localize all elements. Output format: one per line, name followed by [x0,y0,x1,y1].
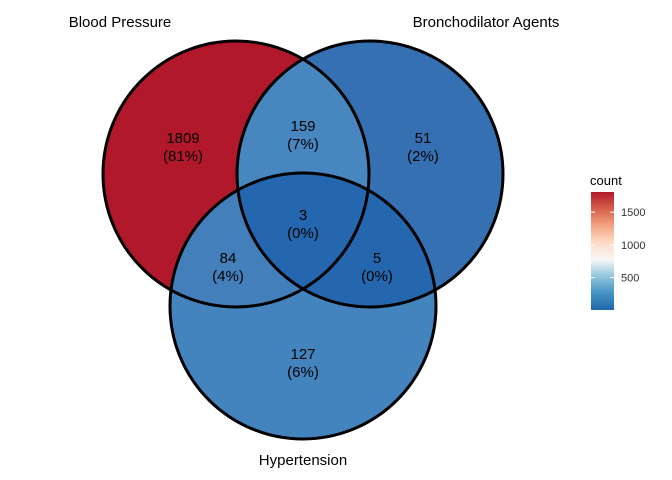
count-bronchodilator-hypertension: 5 [373,250,381,267]
circle-outline-blood-pressure [101,39,371,309]
percent-bronchodilator-hypertension: (0%) [361,268,393,285]
count-blood-pressure-only: 1809 [166,130,199,147]
venn-outlines [101,39,505,441]
circle-outline-hypertension [168,171,438,441]
percent-blood-pressure-only: (81%) [163,148,203,165]
count-all-three: 3 [299,207,307,224]
legend-tick-label: 1500 [621,207,645,219]
legend-title: count [590,173,622,188]
legend-tick-label: 1000 [621,240,645,252]
percent-all-three: (0%) [287,225,319,242]
percent-bp-bronchodilator: (7%) [287,136,319,153]
count-bronchodilator-only: 51 [415,130,432,147]
circle-outline-bronchodilator [235,39,505,309]
percent-bp-hypertension: (4%) [212,268,244,285]
venn-regions [103,41,503,439]
percent-bronchodilator-only: (2%) [407,148,439,165]
legend-colorbar [591,192,614,310]
set-label-blood-pressure: Blood Pressure [69,14,172,31]
region-counts: 1809 (81%) 51 (2%) 127 (6%) 159 (7%) 84 … [163,118,439,381]
count-bp-bronchodilator: 159 [290,118,315,135]
count-bp-hypertension: 84 [220,250,237,267]
percent-hypertension-only: (6%) [287,364,319,381]
set-label-bronchodilator: Bronchodilator Agents [413,14,560,31]
color-legend: count 500 1000 1500 [590,173,645,310]
set-label-hypertension: Hypertension [259,452,347,469]
count-hypertension-only: 127 [290,346,315,363]
legend-tick-label: 500 [621,273,639,285]
